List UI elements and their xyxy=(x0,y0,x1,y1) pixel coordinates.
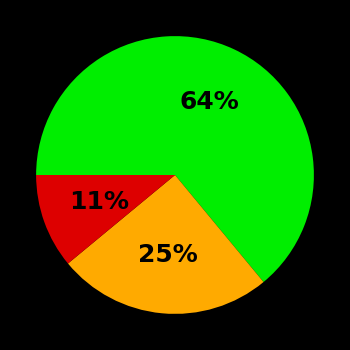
Text: 64%: 64% xyxy=(180,90,239,114)
Wedge shape xyxy=(36,36,314,282)
Text: 25%: 25% xyxy=(138,243,197,267)
Wedge shape xyxy=(36,175,175,264)
Wedge shape xyxy=(68,175,264,314)
Text: 11%: 11% xyxy=(69,190,129,214)
